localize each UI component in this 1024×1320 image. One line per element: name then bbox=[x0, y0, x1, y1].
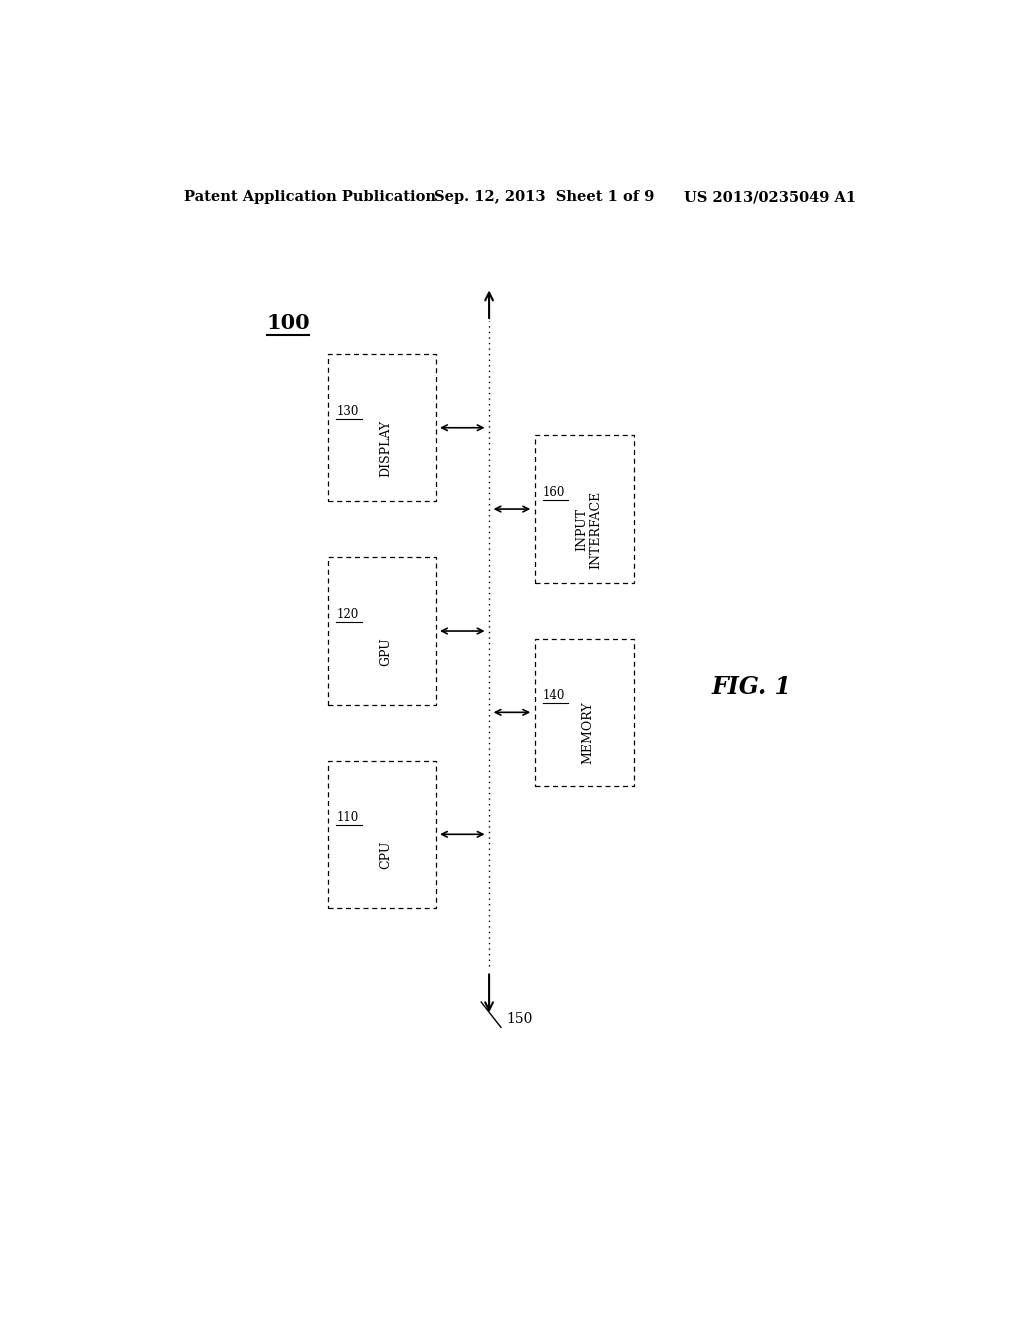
Bar bbox=[329, 760, 435, 908]
Text: US 2013/0235049 A1: US 2013/0235049 A1 bbox=[684, 190, 856, 205]
Text: 150: 150 bbox=[507, 1012, 532, 1026]
Bar bbox=[329, 354, 435, 502]
Text: 130: 130 bbox=[336, 405, 358, 417]
Text: 140: 140 bbox=[543, 689, 565, 702]
Text: Sep. 12, 2013  Sheet 1 of 9: Sep. 12, 2013 Sheet 1 of 9 bbox=[433, 190, 654, 205]
Bar bbox=[535, 436, 634, 582]
Text: INPUT
INTERFACE: INPUT INTERFACE bbox=[574, 490, 602, 569]
Text: MEMORY: MEMORY bbox=[582, 701, 595, 764]
Text: DISPLAY: DISPLAY bbox=[380, 420, 392, 477]
Text: 160: 160 bbox=[543, 486, 565, 499]
Text: FIG. 1: FIG. 1 bbox=[712, 675, 792, 698]
Text: 120: 120 bbox=[336, 609, 358, 620]
Text: CPU: CPU bbox=[380, 841, 392, 869]
Text: 110: 110 bbox=[336, 812, 358, 824]
Text: GPU: GPU bbox=[380, 638, 392, 665]
Bar bbox=[329, 557, 435, 705]
Bar bbox=[535, 639, 634, 785]
Text: Patent Application Publication: Patent Application Publication bbox=[183, 190, 435, 205]
Text: 100: 100 bbox=[267, 313, 310, 333]
